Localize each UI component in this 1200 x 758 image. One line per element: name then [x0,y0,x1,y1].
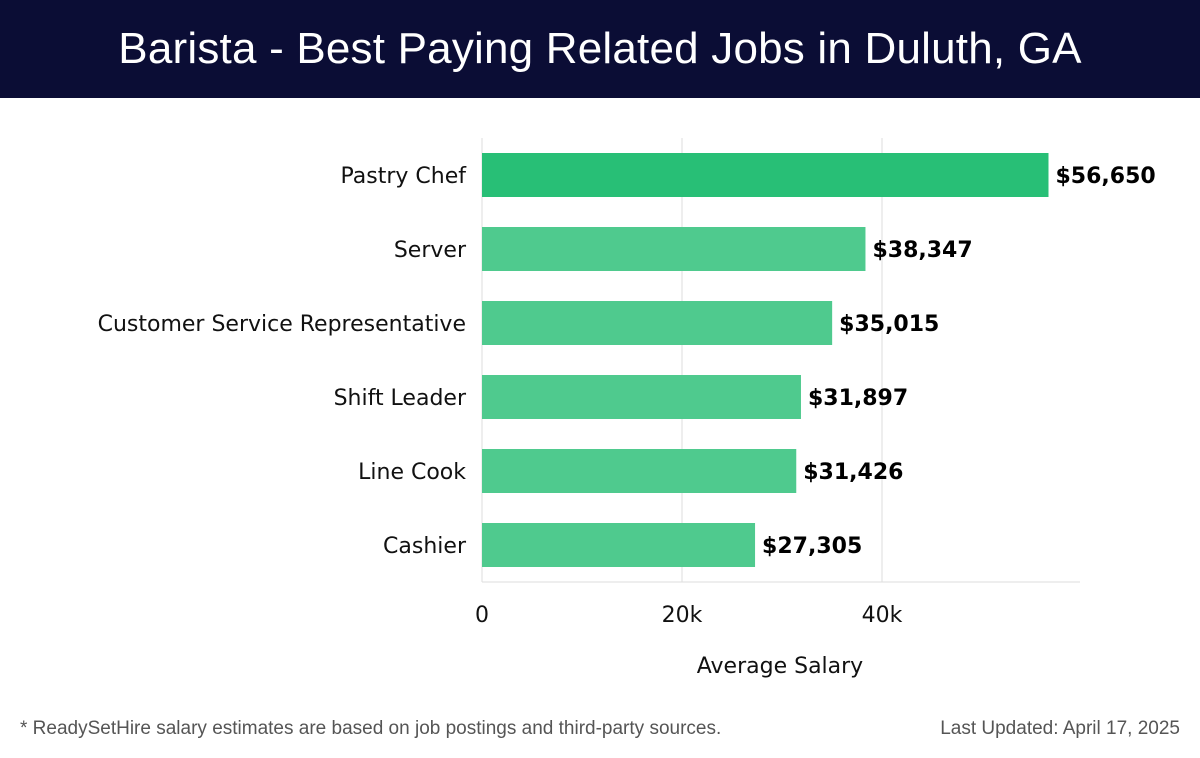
page-title: Barista - Best Paying Related Jobs in Du… [118,24,1082,73]
category-label: Server [394,238,467,263]
category-label: Customer Service Representative [98,312,466,337]
grid-lines [481,138,1080,583]
category-label: Line Cook [358,460,466,485]
bar-shift-leader [482,375,801,419]
value-label: $27,305 [762,534,862,559]
salary-bar-chart: Pastry Chef $56,650 Server $38,347 Customer … [98,138,1156,679]
category-label: Cashier [383,534,467,559]
category-label: Pastry Chef [341,164,468,189]
value-label: $56,650 [1056,164,1156,189]
bar-customer-service-representative [482,301,833,345]
bar-cashier [482,523,756,567]
x-tick-label: 40k [862,603,903,628]
category-label: Shift Leader [334,386,467,411]
value-label: $38,347 [872,238,972,263]
bar-pastry-chef [482,153,1049,197]
value-label: $31,897 [808,386,908,411]
bar-server [482,227,866,271]
x-tick-label: 20k [662,603,703,628]
header-banner: Barista - Best Paying Related Jobs in Du… [0,0,1200,98]
x-axis-label: Average Salary [697,654,863,679]
x-tick-label: 0 [475,603,489,628]
footer-note: * ReadySetHire salary estimates are base… [20,718,722,739]
bars [482,153,1049,567]
bar-line-cook [482,449,797,493]
value-label: $31,426 [803,460,903,485]
last-updated: Last Updated: April 17, 2025 [940,718,1180,739]
value-label: $35,015 [839,312,939,337]
axes: Pastry Chef $56,650 Server $38,347 Customer … [98,164,1156,628]
